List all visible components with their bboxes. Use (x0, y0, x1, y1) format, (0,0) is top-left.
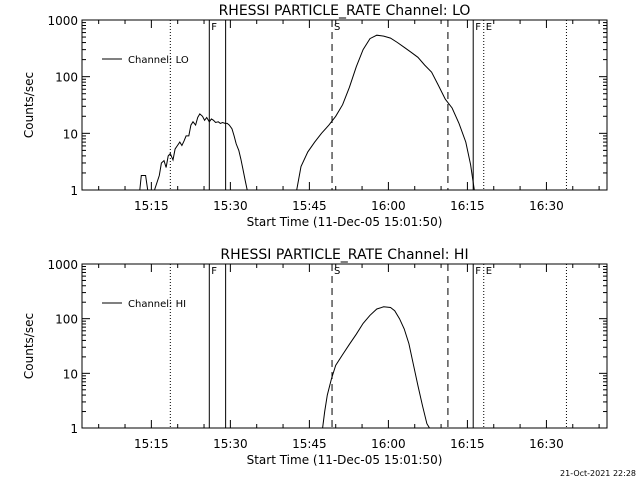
x-tick-label: 16:30 (529, 199, 564, 213)
y-tick-label: 100 (55, 313, 78, 327)
legend-label: Channel: HI (128, 299, 186, 310)
marker-label: S (334, 22, 340, 33)
y-axis-label: Counts/sec (22, 72, 36, 138)
marker-label: F (211, 22, 217, 33)
chart-panel-lo: RHESSI PARTICLE_RATE Channel: LO Start Ti… (22, 3, 608, 229)
y-tick-label: 10 (63, 127, 78, 141)
x-tick-label: 15:15 (134, 199, 169, 213)
y-tick-label: 1000 (47, 258, 78, 272)
chart-title: RHESSI PARTICLE_RATE Channel: LO (219, 3, 471, 19)
plot-frame (81, 19, 608, 191)
marker-label: F (211, 266, 217, 277)
x-tick-label: 15:15 (134, 437, 169, 451)
chart-panel-hi: RHESSI PARTICLE_RATE Channel: HI Start Ti… (22, 247, 608, 467)
x-tick-label: 16:30 (529, 437, 564, 451)
x-tick-label: 15:30 (213, 437, 248, 451)
y-tick-label: 1000 (47, 14, 78, 28)
marker-label: E (486, 22, 492, 33)
timestamp-label: 21-Oct-2021 22:28 (560, 469, 636, 478)
x-axis-label: Start Time (11-Dec-05 15:01:50) (247, 453, 443, 467)
y-tick-label: 1 (70, 422, 78, 436)
x-tick-label: 16:15 (450, 199, 485, 213)
y-tick-label: 10 (63, 367, 78, 381)
plot-frame (81, 263, 608, 429)
series-line (296, 34, 475, 191)
series-line (154, 113, 248, 191)
marker-label: E (486, 266, 492, 277)
legend-label: Channel: LO (128, 55, 189, 66)
x-axis-label: Start Time (11-Dec-05 15:01:50) (247, 215, 443, 229)
x-tick-label: 15:45 (292, 199, 327, 213)
marker-label: F (475, 266, 481, 277)
chart-title: RHESSI PARTICLE_RATE Channel: HI (220, 247, 468, 263)
x-tick-label: 16:00 (371, 199, 406, 213)
y-tick-label: 100 (55, 71, 78, 85)
series-line (139, 175, 149, 191)
x-tick-label: 15:30 (213, 199, 248, 213)
x-tick-label: 15:45 (292, 437, 327, 451)
series-line (322, 306, 430, 429)
marker-label: F (475, 22, 481, 33)
y-tick-label: 1 (70, 184, 78, 198)
marker-label: S (334, 266, 340, 277)
y-axis-label: Counts/sec (22, 313, 36, 379)
x-tick-label: 16:00 (371, 437, 406, 451)
x-tick-label: 16:15 (450, 437, 485, 451)
